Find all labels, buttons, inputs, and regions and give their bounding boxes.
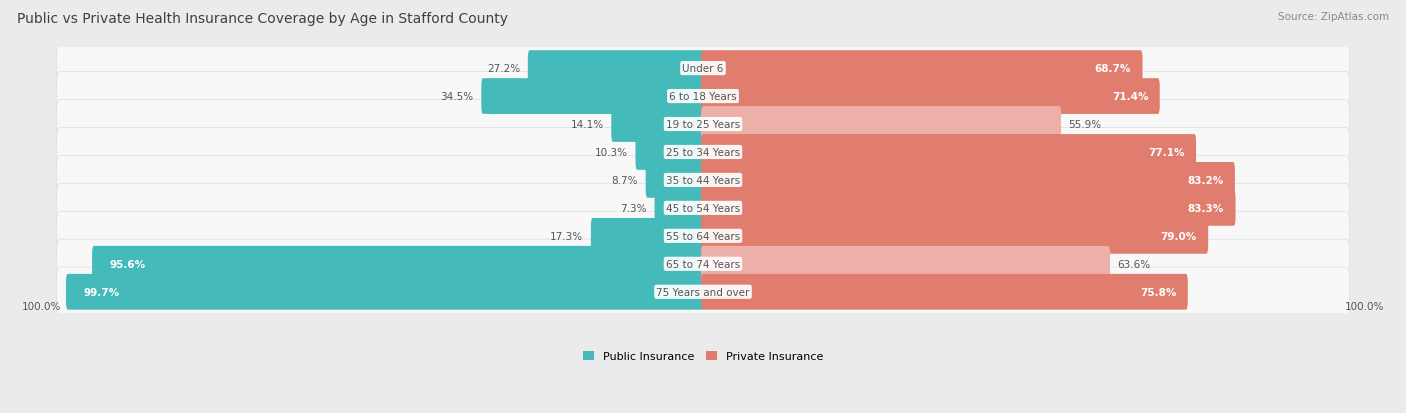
FancyBboxPatch shape — [527, 51, 704, 87]
FancyBboxPatch shape — [702, 274, 1188, 310]
FancyBboxPatch shape — [56, 44, 1350, 93]
FancyBboxPatch shape — [702, 218, 1208, 254]
Text: 83.3%: 83.3% — [1188, 203, 1225, 214]
Text: 75 Years and over: 75 Years and over — [657, 287, 749, 297]
FancyBboxPatch shape — [481, 79, 704, 115]
Text: 83.2%: 83.2% — [1187, 176, 1223, 185]
Text: 55.9%: 55.9% — [1069, 120, 1102, 130]
FancyBboxPatch shape — [591, 218, 704, 254]
FancyBboxPatch shape — [66, 274, 704, 310]
FancyBboxPatch shape — [702, 190, 1236, 226]
Text: 7.3%: 7.3% — [620, 203, 647, 214]
Legend: Public Insurance, Private Insurance: Public Insurance, Private Insurance — [579, 347, 827, 366]
Text: 35 to 44 Years: 35 to 44 Years — [666, 176, 740, 185]
Text: 34.5%: 34.5% — [440, 92, 474, 102]
FancyBboxPatch shape — [56, 268, 1350, 317]
Text: 63.6%: 63.6% — [1118, 259, 1152, 269]
FancyBboxPatch shape — [702, 79, 1160, 115]
FancyBboxPatch shape — [56, 156, 1350, 205]
Text: 55 to 64 Years: 55 to 64 Years — [666, 231, 740, 241]
Text: 100.0%: 100.0% — [1346, 301, 1385, 311]
Text: 79.0%: 79.0% — [1160, 231, 1197, 241]
Text: 17.3%: 17.3% — [550, 231, 583, 241]
FancyBboxPatch shape — [655, 190, 704, 226]
FancyBboxPatch shape — [612, 107, 704, 142]
FancyBboxPatch shape — [645, 163, 704, 198]
FancyBboxPatch shape — [636, 135, 704, 171]
FancyBboxPatch shape — [56, 100, 1350, 149]
Text: 95.6%: 95.6% — [110, 259, 146, 269]
FancyBboxPatch shape — [56, 128, 1350, 177]
Text: Source: ZipAtlas.com: Source: ZipAtlas.com — [1278, 12, 1389, 22]
Text: 45 to 54 Years: 45 to 54 Years — [666, 203, 740, 214]
Text: Under 6: Under 6 — [682, 64, 724, 74]
FancyBboxPatch shape — [91, 246, 704, 282]
FancyBboxPatch shape — [56, 212, 1350, 261]
FancyBboxPatch shape — [56, 184, 1350, 233]
FancyBboxPatch shape — [702, 246, 1111, 282]
FancyBboxPatch shape — [56, 72, 1350, 121]
Text: 99.7%: 99.7% — [84, 287, 120, 297]
FancyBboxPatch shape — [56, 240, 1350, 289]
FancyBboxPatch shape — [702, 51, 1143, 87]
Text: 19 to 25 Years: 19 to 25 Years — [666, 120, 740, 130]
FancyBboxPatch shape — [702, 107, 1062, 142]
Text: 65 to 74 Years: 65 to 74 Years — [666, 259, 740, 269]
Text: 14.1%: 14.1% — [571, 120, 603, 130]
Text: Public vs Private Health Insurance Coverage by Age in Stafford County: Public vs Private Health Insurance Cover… — [17, 12, 508, 26]
Text: 100.0%: 100.0% — [21, 301, 60, 311]
Text: 68.7%: 68.7% — [1095, 64, 1130, 74]
Text: 8.7%: 8.7% — [612, 176, 638, 185]
Text: 6 to 18 Years: 6 to 18 Years — [669, 92, 737, 102]
Text: 10.3%: 10.3% — [595, 147, 628, 158]
Text: 71.4%: 71.4% — [1112, 92, 1149, 102]
Text: 25 to 34 Years: 25 to 34 Years — [666, 147, 740, 158]
Text: 77.1%: 77.1% — [1149, 147, 1185, 158]
Text: 27.2%: 27.2% — [486, 64, 520, 74]
Text: 75.8%: 75.8% — [1140, 287, 1177, 297]
FancyBboxPatch shape — [702, 135, 1197, 171]
FancyBboxPatch shape — [702, 163, 1234, 198]
